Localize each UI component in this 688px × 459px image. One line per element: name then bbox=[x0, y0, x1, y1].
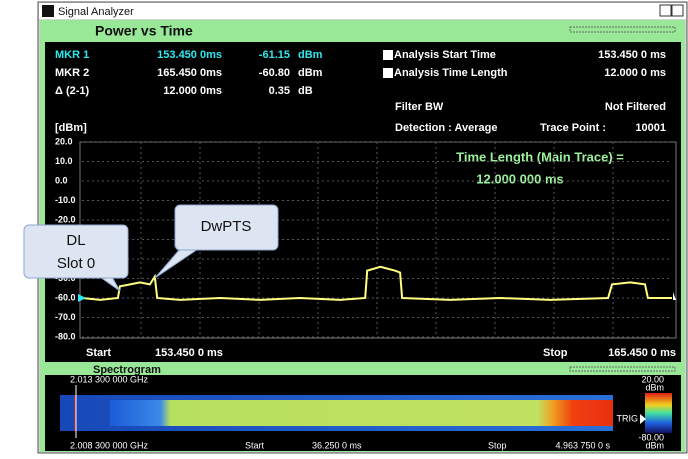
callout-text: Slot 0 bbox=[57, 255, 95, 272]
panel-handle bbox=[569, 26, 676, 33]
filter-label: Filter BW bbox=[395, 101, 444, 113]
analysis-start-label: Analysis Start Time bbox=[394, 49, 496, 61]
marker-unit: dB bbox=[298, 85, 313, 97]
window-title: Signal Analyzer bbox=[58, 6, 134, 18]
info-area: Analysis Start Time 153.450 0 ms Analysi… bbox=[55, 49, 676, 359]
spectrogram-title: Spectrogram bbox=[93, 364, 161, 376]
start-label: Start bbox=[86, 347, 111, 359]
panel-handle bbox=[569, 366, 676, 372]
callout-dwpts: DwPTS bbox=[154, 204, 279, 279]
m-icon bbox=[383, 50, 393, 60]
callout-text: DL bbox=[66, 232, 85, 249]
y-tick-label: -60.0 bbox=[55, 292, 76, 302]
trace-point-value: 10001 bbox=[635, 122, 666, 134]
marker-level: -61.15 bbox=[259, 49, 290, 61]
m-icon bbox=[383, 68, 393, 78]
analysis-length-label: Analysis Time Length bbox=[394, 67, 508, 79]
scale-top-unit: dBm bbox=[645, 382, 664, 392]
start-value: 153.450 0 ms bbox=[155, 347, 223, 359]
y-unit: [dBm] bbox=[55, 122, 87, 134]
marker-unit: dBm bbox=[298, 49, 323, 61]
spec-start-value: 36.250 0 ms bbox=[312, 440, 362, 450]
scale-top: 20.00 bbox=[641, 374, 664, 384]
marker-time: 153.450 0ms bbox=[157, 49, 222, 61]
callout-text: DwPTS bbox=[201, 218, 252, 235]
callout-box bbox=[23, 224, 129, 279]
marker-time: 12.000 0ms bbox=[163, 85, 222, 97]
minimize-button[interactable] bbox=[659, 4, 672, 17]
marker-unit: dBm bbox=[298, 67, 323, 79]
annotation: Time Length (Main Trace) = bbox=[456, 149, 624, 164]
filter-value: Not Filtered bbox=[605, 101, 666, 113]
callout-box bbox=[174, 204, 279, 251]
annotation-value: 12.000 000 ms bbox=[476, 171, 563, 186]
marker-name: MKR 2 bbox=[55, 67, 89, 79]
analysis-length-value: 12.000 0 ms bbox=[604, 67, 666, 79]
marker-2 bbox=[673, 292, 676, 300]
scale-bottom-unit: dBm bbox=[645, 440, 664, 450]
y-tick-label: 0.0 bbox=[55, 175, 68, 185]
spectrogram-signal bbox=[110, 400, 613, 426]
spec-stop-label: Stop bbox=[488, 440, 507, 450]
trace-point-label: Trace Point : bbox=[540, 122, 606, 134]
y-tick-label: -10.0 bbox=[55, 195, 76, 205]
trig-arrow bbox=[640, 414, 646, 424]
marker-level: 0.35 bbox=[269, 85, 290, 97]
y-tick-label: -80.0 bbox=[55, 331, 76, 341]
pvt-screen bbox=[45, 42, 681, 362]
trace bbox=[81, 265, 672, 301]
marker-time: 165.450 0ms bbox=[157, 67, 222, 79]
y-tick-label: -20.0 bbox=[55, 214, 76, 224]
marker-name: MKR 1 bbox=[55, 49, 89, 61]
y-tick-label: -70.0 bbox=[55, 312, 76, 322]
title-bar bbox=[39, 3, 686, 19]
detection: Detection : Average bbox=[395, 122, 498, 134]
freq-top: 2.013 300 000 GHz bbox=[70, 374, 149, 384]
stop-value: 165.450 0 ms bbox=[608, 347, 676, 359]
spec-stop-value: 4.963 750 0 s bbox=[555, 440, 610, 450]
y-tick-label: 20.0 bbox=[55, 136, 73, 146]
maximize-button[interactable] bbox=[671, 4, 684, 17]
analysis-start-value: 153.450 0 ms bbox=[598, 49, 666, 61]
y-tick-label: 10.0 bbox=[55, 156, 73, 166]
callout-dl: DL Slot 0 bbox=[23, 224, 129, 292]
scale-bottom: -80.00 bbox=[638, 432, 664, 442]
spec-start-label: Start bbox=[245, 440, 265, 450]
stop-label: Stop bbox=[543, 347, 568, 359]
trig-label: TRIG bbox=[617, 413, 639, 423]
marker-1 bbox=[78, 294, 86, 302]
color-bar bbox=[645, 393, 672, 433]
app-icon bbox=[42, 5, 54, 17]
freq-bottom: 2.008 300 000 GHz bbox=[70, 440, 149, 450]
panel-title: Power vs Time bbox=[95, 23, 193, 39]
marker-level: -60.80 bbox=[259, 67, 290, 79]
marker-name: Δ (2-1) bbox=[55, 85, 90, 97]
